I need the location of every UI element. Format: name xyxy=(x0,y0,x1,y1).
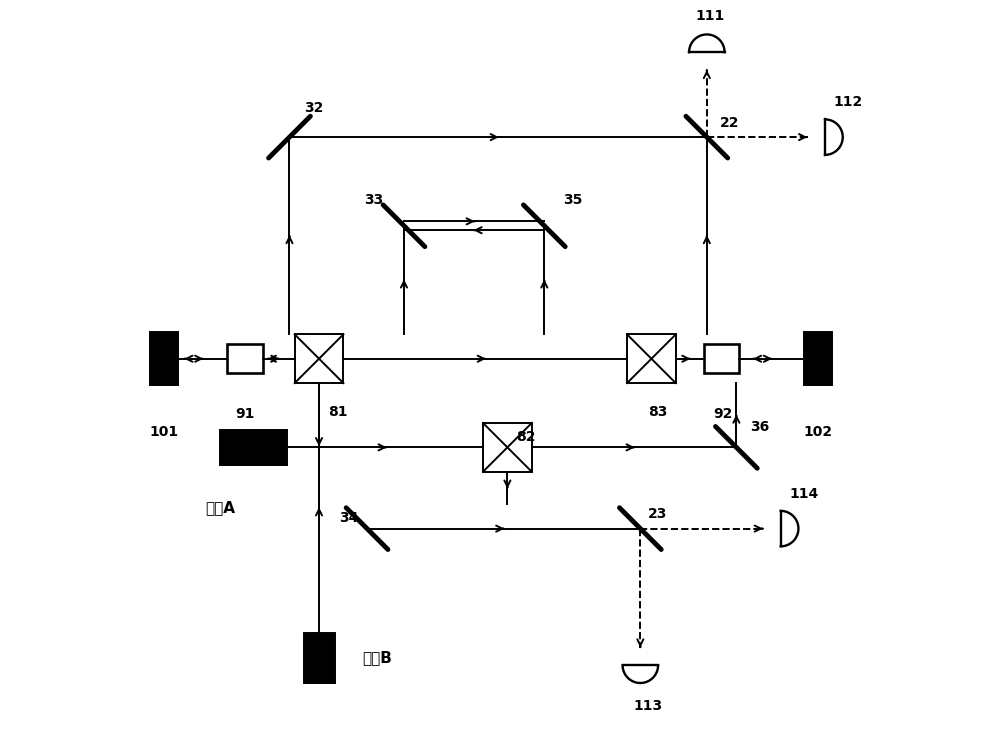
Text: 111: 111 xyxy=(696,9,725,22)
Text: 101: 101 xyxy=(149,425,178,439)
Text: 34: 34 xyxy=(339,511,358,525)
Bar xyxy=(150,332,178,385)
Text: 102: 102 xyxy=(803,425,832,439)
Bar xyxy=(804,332,832,385)
Text: 33: 33 xyxy=(364,193,383,208)
Text: 113: 113 xyxy=(633,698,662,713)
Text: 81: 81 xyxy=(328,405,347,418)
Text: 激光B: 激光B xyxy=(362,651,392,666)
Bar xyxy=(704,344,739,374)
Bar xyxy=(295,335,343,383)
Text: 36: 36 xyxy=(750,420,769,434)
Bar xyxy=(220,430,287,465)
Text: 83: 83 xyxy=(648,405,667,418)
Text: 112: 112 xyxy=(834,95,863,109)
Text: 35: 35 xyxy=(563,193,582,208)
Bar xyxy=(483,423,532,472)
Text: 32: 32 xyxy=(304,101,324,115)
Bar xyxy=(304,633,335,683)
Bar xyxy=(627,335,676,383)
Text: 114: 114 xyxy=(790,486,819,500)
Text: 23: 23 xyxy=(648,507,667,521)
Text: 激光A: 激光A xyxy=(205,500,235,515)
Text: 82: 82 xyxy=(516,430,536,444)
Text: 91: 91 xyxy=(235,406,255,421)
Bar xyxy=(227,344,263,374)
Text: 22: 22 xyxy=(720,116,740,130)
Text: 92: 92 xyxy=(713,406,733,421)
